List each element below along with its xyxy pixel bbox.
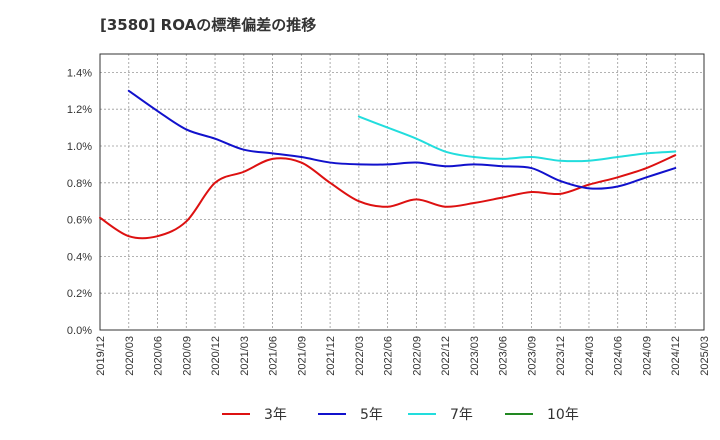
y-tick-label: 0.4% — [67, 251, 92, 263]
x-tick-label: 2023/09 — [526, 336, 538, 376]
y-tick-label: 1.0% — [67, 141, 92, 153]
legend-label-2: 5年 — [360, 407, 383, 423]
x-tick-label: 2019/12 — [95, 336, 107, 376]
x-tick-label: 2022/09 — [411, 336, 423, 376]
x-tick-label: 2020/12 — [210, 336, 222, 376]
x-tick-label: 2020/06 — [153, 336, 165, 376]
x-tick-label: 2022/12 — [440, 336, 452, 376]
x-tick-label: 2020/03 — [124, 336, 136, 376]
y-tick-label: 0.2% — [67, 288, 92, 300]
y-tick-label: 0.6% — [67, 215, 92, 227]
series-line-2 — [127, 89, 677, 190]
x-tick-label: 2024/12 — [670, 336, 682, 376]
x-tick-label: 2024/06 — [613, 336, 625, 376]
y-axis: 0.0% 0.2% 0.4% 0.6% 0.8% 1.0% 1.2% 1.4% — [67, 67, 92, 337]
legend-label-3: 7年 — [450, 407, 473, 423]
y-tick-label: 1.2% — [67, 104, 92, 116]
x-tick-label: 2025/03 — [699, 336, 711, 376]
x-tick-label: 2021/12 — [325, 336, 337, 376]
x-tick-label: 2024/09 — [641, 336, 653, 376]
x-tick-label: 2023/12 — [555, 336, 567, 376]
x-tick-label: 2021/06 — [268, 336, 280, 376]
x-tick-label: 2023/03 — [469, 336, 481, 376]
y-tick-label: 0.0% — [67, 325, 92, 337]
x-tick-label: 2020/09 — [181, 336, 193, 376]
series-group — [99, 89, 677, 240]
plot-area-border — [99, 53, 705, 331]
grid — [100, 54, 704, 330]
legend-label-4: 10年 — [547, 407, 579, 423]
series-line-3 — [357, 115, 677, 163]
x-axis: 2019/12 2020/03 2020/06 2020/09 2020/12 2021/… — [95, 336, 711, 376]
legend-label-1: 3年 — [264, 407, 287, 423]
x-tick-label: 2022/03 — [354, 336, 366, 376]
y-tick-label: 0.8% — [67, 178, 92, 190]
x-tick-label: 2022/06 — [383, 336, 395, 376]
x-tick-label: 2021/09 — [296, 336, 308, 376]
x-tick-label: 2021/03 — [239, 336, 251, 376]
legend: 3年 5年 7年 10年 — [222, 407, 579, 423]
chart-title: [3580] ROAの標準偏差の推移 — [100, 16, 316, 34]
x-tick-label: 2024/03 — [584, 336, 596, 376]
y-tick-label: 1.4% — [67, 67, 92, 79]
x-tick-label: 2023/06 — [498, 336, 510, 376]
